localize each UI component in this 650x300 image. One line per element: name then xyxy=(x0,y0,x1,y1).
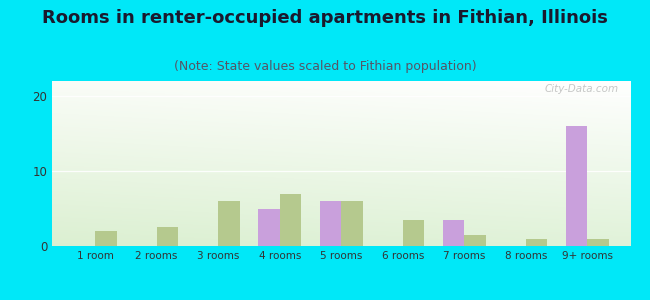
Text: (Note: State values scaled to Fithian population): (Note: State values scaled to Fithian po… xyxy=(174,60,476,73)
Bar xyxy=(403,220,424,246)
Bar xyxy=(588,238,609,246)
Bar xyxy=(526,238,547,246)
Bar xyxy=(443,220,464,246)
Bar xyxy=(341,201,363,246)
Bar xyxy=(95,231,116,246)
Legend: Fithian, Illinois: Fithian, Illinois xyxy=(256,296,426,300)
Bar xyxy=(566,126,588,246)
Text: Rooms in renter-occupied apartments in Fithian, Illinois: Rooms in renter-occupied apartments in F… xyxy=(42,9,608,27)
Bar xyxy=(218,201,240,246)
Bar xyxy=(280,194,301,246)
Bar xyxy=(157,227,178,246)
Text: City-Data.com: City-Data.com xyxy=(545,84,619,94)
Bar xyxy=(464,235,486,246)
Bar xyxy=(320,201,341,246)
Bar xyxy=(258,208,280,246)
